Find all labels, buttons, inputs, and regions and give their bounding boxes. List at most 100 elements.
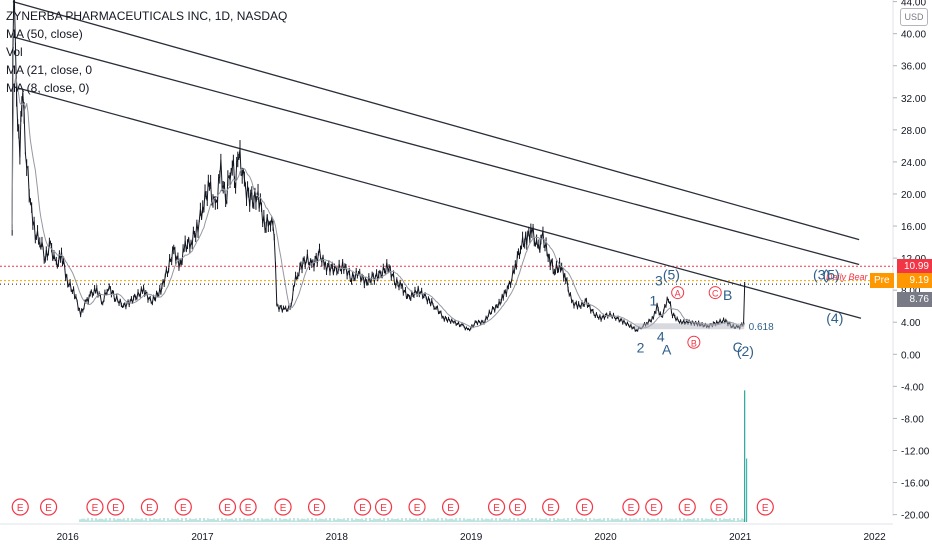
circled-wave-marker: [708, 286, 722, 300]
earnings-marker-label: E: [180, 503, 187, 514]
earnings-marker-label: E: [493, 503, 500, 514]
earnings-marker-label: E: [112, 503, 119, 514]
earnings-marker: [487, 498, 506, 516]
trendline: [12, 85, 862, 319]
x-tick-label: 2018: [326, 532, 349, 543]
x-tick-label: 2020: [594, 532, 617, 543]
y-tick-label: 40.00: [901, 30, 926, 41]
earnings-marker-label: E: [380, 503, 387, 514]
wave-label: (5): [663, 267, 680, 283]
earnings-marker-label: E: [514, 503, 521, 514]
y-tick-label: -16.00: [901, 479, 930, 490]
y-tick-label: 44.00: [901, 0, 926, 9]
earnings-marker: [106, 498, 125, 516]
earnings-marker-label: E: [359, 503, 366, 514]
earnings-marker-label: E: [17, 503, 24, 514]
moving-average-line: [11, 77, 746, 329]
earnings-marker-label: E: [628, 503, 635, 514]
x-tick-label: 2022: [863, 532, 886, 543]
currency-badge[interactable]: USD: [900, 8, 928, 26]
earnings-marker-label: E: [716, 503, 723, 514]
wave-label: A: [662, 341, 672, 357]
y-tick-label: -4.00: [901, 382, 924, 393]
legend-title: ZYNERBA PHARMACEUTICALS INC, 1D, NASDAQ: [6, 9, 288, 23]
chart-legend: ZYNERBA PHARMACEUTICALS INC, 1D, NASDAQ …: [6, 7, 287, 97]
earnings-marker-label: E: [45, 503, 52, 514]
earnings-marker-label: E: [650, 503, 657, 514]
trendline: [12, 36, 860, 266]
earnings-marker: [140, 498, 159, 516]
earnings-marker-label: E: [581, 503, 588, 514]
earnings-marker-label: E: [414, 503, 421, 514]
y-tick-label: 36.00: [901, 62, 926, 73]
earnings-marker: [756, 498, 774, 516]
earnings-marker: [441, 498, 460, 516]
daily-bear-gap-label: Daily Bear Gap: [826, 272, 887, 282]
wave-label: (2): [737, 343, 754, 359]
y-tick-label: 16.00: [901, 222, 926, 233]
circled-wave-label: A: [675, 289, 681, 299]
x-tick-label: 2017: [191, 532, 214, 543]
legend-vol[interactable]: Vol: [6, 45, 23, 59]
legend-ma8[interactable]: MA (8, close, 0): [6, 81, 90, 95]
earnings-marker: [542, 498, 560, 516]
x-tick-label: 2021: [729, 532, 752, 543]
wave-label: C: [733, 339, 743, 355]
price-series-line: [11, 0, 746, 332]
earnings-marker: [174, 498, 192, 516]
earnings-marker: [218, 498, 237, 516]
earnings-marker: [11, 498, 29, 516]
wave-label: (4): [826, 310, 843, 326]
earnings-marker: [622, 498, 640, 516]
circled-wave-label: C: [712, 289, 719, 299]
earnings-marker: [645, 498, 663, 516]
earnings-marker-label: E: [762, 503, 769, 514]
legend-ma21[interactable]: MA (21, close, 0: [6, 63, 93, 77]
wave-label: 4: [657, 328, 665, 344]
earnings-marker: [39, 498, 58, 516]
y-tick-label: -20.00: [901, 511, 930, 522]
circled-wave-marker: [671, 286, 685, 300]
wave-label: (5): [823, 267, 840, 283]
price-tag-level: 10.99: [897, 258, 932, 274]
wave-label: B: [723, 287, 732, 303]
wave-label: (3): [813, 267, 830, 283]
earnings-marker: [508, 498, 527, 516]
y-tick-label: 24.00: [901, 158, 926, 169]
earnings-marker-label: E: [224, 503, 231, 514]
earnings-marker: [353, 498, 372, 516]
y-tick-label: 32.00: [901, 94, 926, 105]
earnings-marker: [307, 498, 326, 516]
fib-label: 0.618: [749, 322, 774, 333]
y-tick-label: 20.00: [901, 190, 926, 201]
y-tick-label: 4.00: [901, 318, 921, 329]
earnings-marker: [575, 498, 594, 516]
y-tick-label: -12.00: [901, 446, 930, 457]
earnings-marker-label: E: [313, 503, 320, 514]
earnings-marker: [86, 498, 104, 516]
earnings-marker: [678, 498, 696, 516]
circled-wave-label: B: [691, 338, 697, 348]
circled-wave-marker: [687, 335, 701, 349]
earnings-marker-label: E: [280, 503, 287, 514]
trendline: [12, 0, 860, 241]
last-price-tag: 8.76: [897, 291, 932, 307]
earnings-marker-label: E: [447, 503, 454, 514]
earnings-marker-label: E: [146, 503, 153, 514]
y-tick-label: 0.00: [901, 350, 921, 361]
legend-ma50[interactable]: MA (50, close): [6, 27, 83, 41]
earnings-marker-label: E: [547, 503, 554, 514]
earnings-marker: [710, 498, 728, 516]
wave-label: 2: [637, 340, 645, 356]
pre-market-label: Pre: [870, 273, 894, 289]
wave-label: 1: [649, 292, 657, 308]
pre-market-price-tag: 9.19: [897, 273, 932, 289]
wave-label: 3: [655, 272, 663, 288]
earnings-marker-label: E: [684, 503, 691, 514]
x-tick-label: 2016: [57, 532, 80, 543]
earnings-marker-label: E: [92, 503, 99, 514]
earnings-marker: [274, 498, 292, 516]
earnings-marker-label: E: [245, 503, 252, 514]
earnings-marker: [374, 498, 393, 516]
y-tick-label: 8.00: [901, 286, 921, 297]
